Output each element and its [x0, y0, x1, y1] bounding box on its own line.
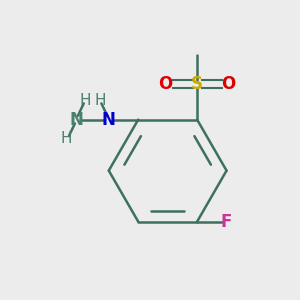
Text: H: H	[94, 93, 106, 108]
Text: H: H	[60, 131, 72, 146]
Text: S: S	[191, 75, 203, 93]
Text: F: F	[221, 213, 232, 231]
Text: O: O	[221, 75, 236, 93]
Text: H: H	[80, 93, 91, 108]
Text: N: N	[70, 111, 83, 129]
Text: N: N	[102, 111, 116, 129]
Text: O: O	[158, 75, 173, 93]
